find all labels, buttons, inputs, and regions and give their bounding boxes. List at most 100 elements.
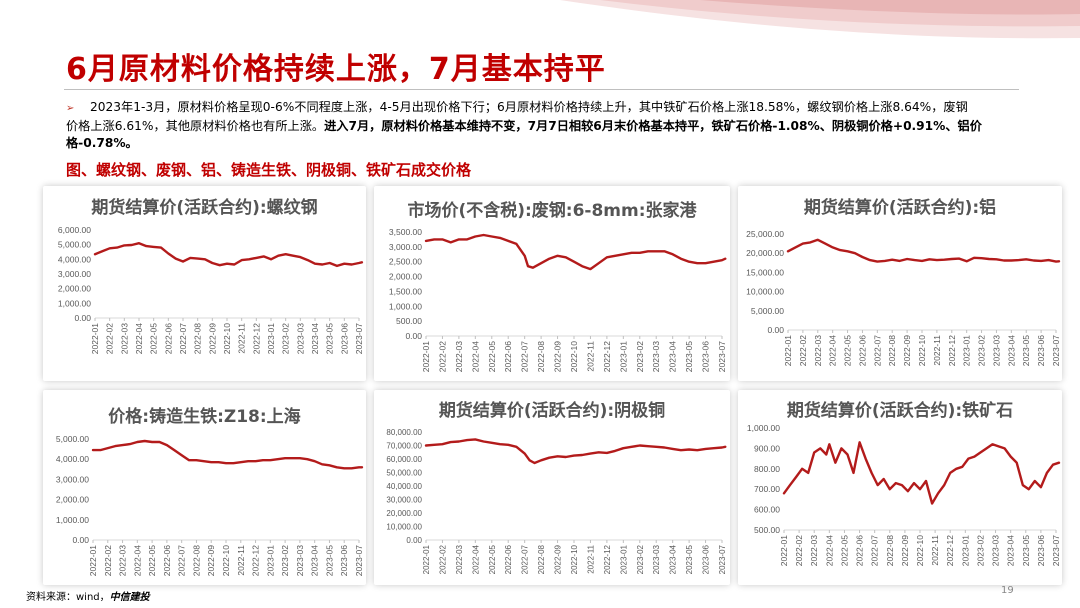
y-tick-label: 900.00 [754, 443, 780, 453]
x-tick-label: 2022-07 [520, 341, 530, 372]
x-tick-label: 2022-11 [586, 544, 595, 573]
x-tick-label: 2023-03 [651, 341, 661, 372]
chart-title: 价格:铸造生铁:Z18:上海 [108, 407, 301, 427]
summary-paragraph: ➢ 2023年1-3月，原材料价格呈现0-6%不同程度上涨，4-5月出现价格下行；… [66, 99, 1026, 153]
x-tick-label: 2023-07 [717, 341, 727, 372]
x-tick-label: 2022-09 [902, 335, 912, 366]
chart-svg-iron-ore: 500.00 600.00 700.00 800.00 900.00 1,000.00 20… [747, 423, 1061, 566]
x-tick-label: 2023-05 [684, 341, 694, 372]
y-tick-label: 30,000.00 [386, 496, 422, 505]
x-tick-label: 2022-08 [193, 323, 203, 354]
x-tick-label: 2022-12 [602, 341, 612, 372]
x-tick-label: 2022-09 [206, 545, 216, 576]
y-tick-label: 5,000.00 [56, 434, 89, 444]
x-tick-label: 2022-08 [536, 341, 546, 372]
x-tick-label: 2022-08 [537, 544, 546, 574]
x-tick-label: 2022-08 [191, 545, 201, 576]
panel-background [738, 186, 1062, 381]
x-tick-label: 2022-10 [569, 341, 579, 372]
x-tick-label: 2022-04 [824, 535, 834, 566]
x-tick-label: 2022-07 [872, 335, 882, 366]
summary-line-2: 价格上涨6.61%，其他原材料价格也有所上涨。 [66, 118, 325, 133]
x-tick-label: 2022-12 [251, 545, 261, 576]
panel-background [374, 390, 730, 585]
y-tick-label: 0.00 [72, 535, 89, 545]
x-tick-label: 2022-01 [88, 545, 98, 576]
x-tick-label: 2022-04 [471, 544, 480, 574]
x-tick-label: 2023-04 [1006, 535, 1016, 566]
chart-panel-pig-iron: 价格:铸造生铁:Z18:上海 0.00 1,000.00 2,000.00 3,000… [43, 390, 366, 585]
x-tick-label: 2023-06 [1036, 535, 1046, 566]
x-tick-label: 2022-07 [178, 323, 188, 354]
x-tick-label: 2022-11 [236, 545, 246, 576]
y-tick-label: 5,000.00 [751, 306, 784, 316]
y-tick-label: 1,000.00 [389, 301, 422, 311]
x-tick-label: 2022-11 [585, 341, 595, 372]
summary-line-2-bold: 进入7月，原材料价格基本维持不变，7月7日相较6月末价格基本持平，铁矿石价格-1… [324, 118, 982, 133]
x-tick-label: 2022-12 [603, 544, 612, 574]
x-tick-label: 2022-06 [855, 535, 865, 566]
x-tick-label: 2023-07 [354, 323, 364, 354]
x-tick-label: 2022-10 [570, 544, 579, 574]
source-note: 资料来源：wind，中信建投 [26, 588, 150, 603]
x-tick-label: 2023-02 [280, 545, 290, 576]
x-tick-label: 2023-05 [1021, 335, 1031, 366]
x-tick-label: 2022-06 [857, 335, 867, 366]
y-tick-label: 3,000.00 [56, 474, 89, 484]
y-tick-label: 1,500.00 [389, 286, 422, 296]
y-tick-label: 0.00 [767, 325, 784, 335]
page-title: 6月原材料价格持续上涨，7月基本持平 [66, 52, 606, 87]
x-tick-label: 2023-01 [960, 535, 970, 566]
x-tick-label: 2022-08 [885, 535, 895, 566]
x-tick-label: 2022-06 [504, 544, 513, 574]
x-tick-label: 2023-04 [1006, 335, 1016, 366]
y-tick-label: 20,000.00 [746, 248, 784, 258]
x-tick-label: 2022-07 [177, 545, 187, 576]
x-tick-label: 2023-05 [324, 545, 334, 576]
x-tick-label: 2023-02 [636, 544, 645, 574]
y-tick-label: 0.00 [74, 313, 91, 323]
chart-svg-copper: 0.00 10,000.00 20,000.00 30,000.00 40,000.00… [386, 428, 727, 574]
x-tick-label: 2022-03 [809, 535, 819, 566]
x-tick-label: 2022-10 [917, 335, 927, 366]
chart-svg-aluminum: 0.00 5,000.00 10,000.00 15,000.00 20,000.00 2… [746, 229, 1061, 366]
x-tick-label: 2023-03 [295, 323, 305, 354]
y-tick-label: 6,000.00 [58, 225, 91, 235]
chart-title: 期货结算价(活跃合约):阴极铜 [438, 401, 666, 421]
x-tick-label: 2022-03 [118, 545, 128, 576]
y-tick-label: 4,000.00 [56, 454, 89, 464]
x-tick-label: 2022-04 [828, 335, 838, 366]
x-tick-label: 2023-03 [295, 545, 305, 576]
y-tick-label: 60,000.00 [386, 455, 422, 464]
x-tick-label: 2022-07 [870, 535, 880, 566]
x-tick-label: 2022-11 [932, 335, 942, 366]
y-tick-label: 3,000.00 [58, 269, 91, 279]
chart-title: 市场价(不含税):废钢:6-8mm:张家港 [407, 201, 697, 221]
panel-background [738, 390, 1062, 585]
page-number: 19 [1001, 585, 1014, 596]
y-tick-label: 500.00 [396, 316, 422, 326]
x-tick-label: 2022-05 [149, 323, 159, 354]
x-tick-label: 2022-02 [105, 323, 115, 354]
x-tick-label: 2022-01 [90, 323, 100, 354]
x-tick-label: 2022-03 [454, 341, 464, 372]
chart-title: 期货结算价(活跃合约):螺纹钢 [91, 198, 318, 218]
bullet-arrow-icon: ➢ [66, 103, 75, 114]
x-tick-label: 2022-06 [503, 341, 513, 372]
y-tick-label: 70,000.00 [386, 442, 422, 451]
series-line [93, 242, 364, 268]
chart-title: 期货结算价(活跃合约):铁矿石 [786, 401, 1014, 421]
x-tick-label: 2023-04 [310, 323, 320, 354]
y-tick-label: 20,000.00 [386, 509, 422, 518]
y-tick-label: 80,000.00 [386, 428, 422, 437]
y-tick-label: 5,000.00 [58, 240, 91, 250]
title-divider [64, 89, 1019, 90]
y-tick-label: 600.00 [754, 505, 780, 515]
y-tick-label: 1,000.00 [58, 298, 91, 308]
y-tick-label: 40,000.00 [386, 482, 422, 491]
panel-background [43, 390, 366, 585]
y-tick-label: 700.00 [754, 484, 780, 494]
x-tick-label: 2023-06 [701, 341, 711, 372]
x-tick-label: 2022-05 [147, 545, 157, 576]
x-tick-label: 2022-03 [455, 544, 464, 574]
